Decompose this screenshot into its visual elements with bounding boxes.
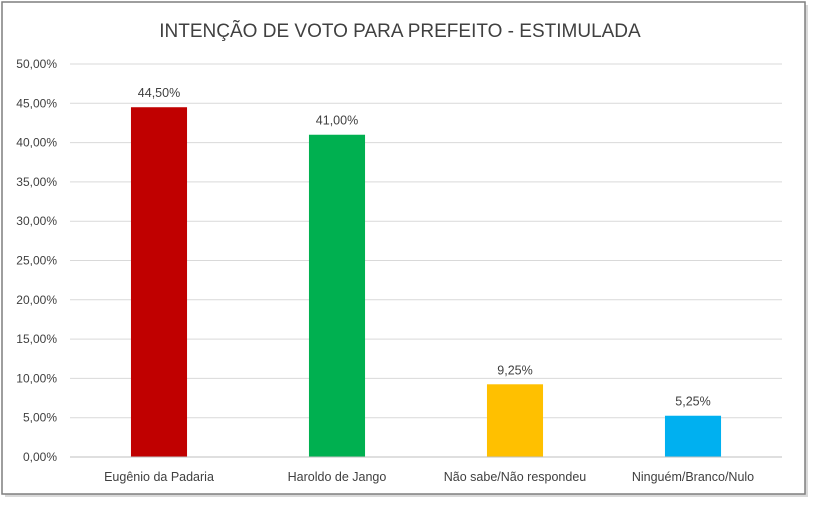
y-tick-label: 5,00% xyxy=(23,411,57,425)
x-category-label: Ninguém/Branco/Nulo xyxy=(632,470,754,484)
y-tick-label: 45,00% xyxy=(16,96,57,110)
bars xyxy=(130,107,722,458)
bar-value-label: 44,50% xyxy=(138,86,180,100)
bar xyxy=(308,134,366,458)
x-category-label: Não sabe/Não respondeu xyxy=(444,470,587,484)
bar-value-label: 5,25% xyxy=(675,395,710,409)
y-tick-label: 50,00% xyxy=(16,57,57,71)
data-labels: 44,50% 41,00% 9,25% 5,25% xyxy=(138,86,711,409)
x-category-label: Haroldo de Jango xyxy=(288,470,387,484)
bar xyxy=(664,415,722,457)
chart-title: INTENÇÃO DE VOTO PARA PREFEITO - ESTIMUL… xyxy=(159,20,641,42)
y-tick-label: 35,00% xyxy=(16,175,57,189)
x-axis-categories: Eugênio da Padaria Haroldo de Jango Não sa… xyxy=(104,470,754,484)
y-tick-label: 20,00% xyxy=(16,293,57,307)
y-axis-ticks: 0,00% 5,00% 10,00% 15,00% 20,00% 25,00% 30,00%… xyxy=(16,57,57,464)
y-tick-label: 25,00% xyxy=(16,254,57,268)
y-tick-label: 40,00% xyxy=(16,136,57,150)
gridlines xyxy=(70,63,782,419)
x-category-label: Eugênio da Padaria xyxy=(104,470,214,484)
bar-value-label: 9,25% xyxy=(497,363,532,377)
bar-value-label: 41,00% xyxy=(316,114,358,128)
y-tick-label: 10,00% xyxy=(16,371,57,385)
bar xyxy=(486,384,544,457)
y-tick-label: 30,00% xyxy=(16,214,57,228)
y-tick-label: 0,00% xyxy=(23,450,57,464)
y-tick-label: 15,00% xyxy=(16,332,57,346)
bar xyxy=(130,107,188,457)
